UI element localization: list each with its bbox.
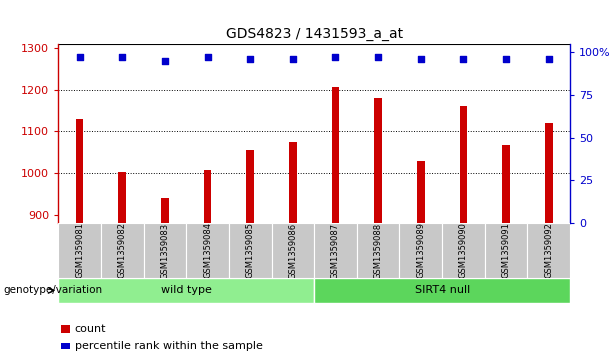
- Bar: [186, 223, 229, 278]
- Text: SIRT4 null: SIRT4 null: [414, 285, 470, 295]
- Bar: [485, 223, 527, 278]
- Point: [544, 56, 554, 62]
- Text: GSM1359083: GSM1359083: [161, 223, 169, 278]
- Title: GDS4823 / 1431593_a_at: GDS4823 / 1431593_a_at: [226, 27, 403, 41]
- Point: [245, 56, 255, 62]
- Bar: [161, 198, 169, 223]
- Point: [288, 56, 298, 62]
- Point: [459, 56, 468, 62]
- Bar: [527, 223, 570, 278]
- Text: GSM1359089: GSM1359089: [416, 223, 425, 278]
- Text: GSM1359092: GSM1359092: [544, 223, 554, 278]
- Point: [373, 54, 383, 60]
- Bar: [400, 223, 442, 278]
- Point: [117, 54, 127, 60]
- Bar: [375, 98, 382, 223]
- Bar: [229, 223, 272, 278]
- Text: GSM1359082: GSM1359082: [118, 223, 127, 278]
- Point: [160, 58, 170, 64]
- Text: GSM1359085: GSM1359085: [246, 223, 254, 278]
- Bar: [118, 172, 126, 223]
- Text: wild type: wild type: [161, 285, 211, 295]
- Text: GSM1359091: GSM1359091: [501, 223, 511, 278]
- Point: [330, 54, 340, 60]
- Text: genotype/variation: genotype/variation: [3, 285, 102, 295]
- Text: GSM1359086: GSM1359086: [288, 223, 297, 278]
- Text: count: count: [75, 323, 106, 334]
- Bar: [314, 223, 357, 278]
- Bar: [61, 325, 70, 333]
- Text: GSM1359088: GSM1359088: [374, 223, 383, 278]
- Bar: [545, 123, 552, 223]
- Bar: [417, 162, 425, 223]
- Bar: [357, 223, 400, 278]
- Text: GSM1359087: GSM1359087: [331, 223, 340, 278]
- Bar: [101, 223, 143, 278]
- Bar: [61, 343, 70, 349]
- Point: [75, 54, 85, 60]
- Bar: [58, 223, 101, 278]
- Bar: [272, 223, 314, 278]
- Bar: [204, 170, 211, 223]
- Text: percentile rank within the sample: percentile rank within the sample: [75, 340, 262, 351]
- Point: [501, 56, 511, 62]
- Text: GSM1359081: GSM1359081: [75, 223, 84, 278]
- Bar: [502, 145, 510, 223]
- Bar: [143, 223, 186, 278]
- Bar: [442, 223, 485, 278]
- Bar: [58, 278, 314, 303]
- Bar: [246, 150, 254, 223]
- Point: [203, 54, 213, 60]
- Point: [416, 56, 425, 62]
- Bar: [332, 87, 340, 223]
- Text: GSM1359090: GSM1359090: [459, 223, 468, 278]
- Bar: [289, 142, 297, 223]
- Bar: [314, 278, 570, 303]
- Bar: [76, 119, 83, 223]
- Text: GSM1359084: GSM1359084: [203, 223, 212, 278]
- Bar: [460, 106, 467, 223]
